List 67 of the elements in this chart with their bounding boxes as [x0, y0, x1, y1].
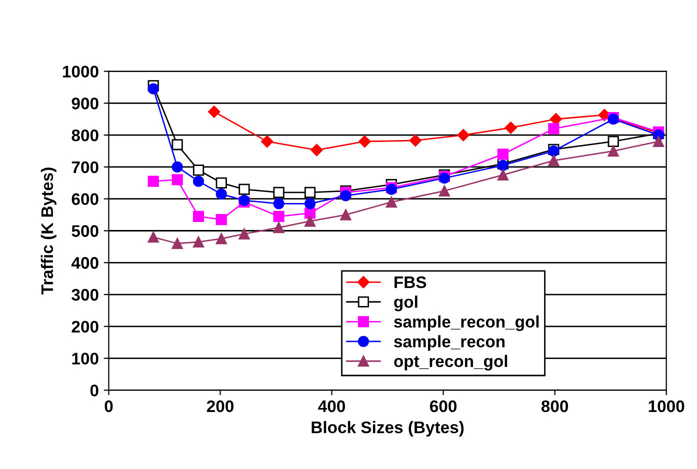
x-tick-label: 800 [541, 400, 568, 412]
y-tick-label: 100 [72, 352, 98, 365]
y-tick-label: 1000 [62, 66, 98, 78]
point [238, 228, 250, 240]
y-tick-label: 400 [71, 257, 98, 269]
point [192, 210, 204, 222]
y-tick-label: 900 [72, 98, 98, 110]
point [172, 139, 183, 150]
point [208, 106, 220, 118]
point [608, 136, 619, 148]
point [238, 184, 250, 195]
legend-label: gol [394, 296, 418, 312]
y-tick-label: 600 [72, 193, 98, 206]
point [608, 145, 619, 157]
x-tick-label: 400 [318, 400, 345, 412]
point [172, 238, 183, 250]
point [304, 186, 316, 198]
point [148, 176, 159, 187]
point [358, 135, 371, 148]
x-tick-label: 1000 [648, 400, 684, 412]
point [172, 174, 183, 186]
point [304, 216, 316, 227]
legend-label: FBS [394, 276, 426, 288]
y-tick-label: 500 [72, 225, 98, 237]
point [438, 185, 450, 196]
legend-label: sample_recon_gol [394, 315, 539, 332]
point [273, 186, 284, 198]
y-tick-label: 800 [72, 129, 98, 142]
point [310, 144, 323, 156]
point [652, 136, 664, 148]
point [304, 198, 316, 210]
x-tick-label: 600 [430, 400, 457, 412]
point [192, 236, 204, 248]
point [548, 123, 560, 134]
y-tick-label: 0 [90, 384, 98, 396]
point [273, 198, 284, 210]
legend-label: opt_recon_gol [394, 354, 508, 370]
legend-label: sample_recon [394, 335, 505, 351]
x-tick-label: 0 [104, 400, 113, 412]
point [216, 233, 227, 244]
point [192, 164, 204, 176]
point [148, 83, 159, 94]
point [148, 232, 159, 243]
y-axis-title: Traffic (K Bytes) [40, 168, 56, 294]
point [273, 222, 284, 234]
y-tick-label: 200 [72, 320, 98, 333]
point [497, 169, 509, 180]
point [172, 161, 183, 173]
point [548, 155, 560, 166]
point [340, 190, 352, 202]
point [386, 196, 397, 208]
x-tick-label: 200 [206, 400, 234, 412]
point [504, 122, 517, 134]
point [497, 148, 509, 160]
point [340, 209, 352, 220]
point [409, 134, 422, 147]
point [192, 176, 204, 187]
point [304, 208, 316, 219]
point [260, 135, 274, 148]
point [216, 188, 227, 200]
x-axis-title: Block Sizes (Bytes) [312, 421, 464, 437]
y-tick-label: 300 [72, 288, 98, 301]
point [216, 177, 227, 188]
point [457, 128, 470, 142]
point [273, 210, 284, 222]
y-tick-label: 700 [72, 161, 98, 174]
point [216, 214, 227, 226]
